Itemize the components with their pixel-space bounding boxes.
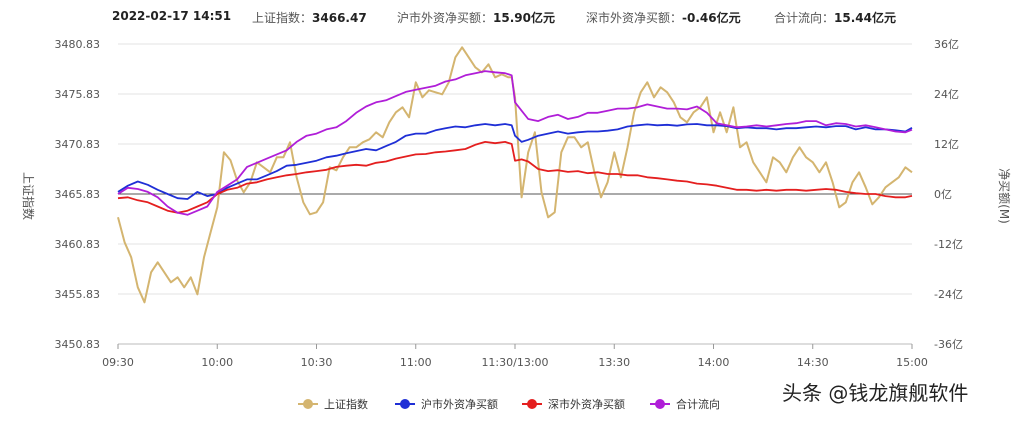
series-line-4 <box>117 70 913 216</box>
sh-index-label: 上证指数： <box>252 11 313 25</box>
series-line-1 <box>117 46 913 304</box>
watermark-text: 头条 @钱龙旗舰软件 <box>782 381 969 405</box>
x-tick-label: 10:30 <box>301 356 333 369</box>
right-tick-label: -12亿 <box>934 238 963 251</box>
x-tick-label: 11:30/13:00 <box>481 356 548 369</box>
legend-dot-marker[interactable] <box>527 399 537 409</box>
left-tick-label: 3450.83 <box>55 338 101 351</box>
series-layer <box>117 46 913 304</box>
shen-net-buy-readout: 深市外资净买额：-0.46亿元 <box>586 9 741 26</box>
right-axis-ticks: 36亿 24亿 12亿 0亿 -12亿 -24亿 -36亿 <box>934 38 963 351</box>
right-axis-title: 净买额(M) <box>997 168 1011 224</box>
x-tick-label: 10:00 <box>201 356 233 369</box>
legend-label[interactable]: 上证指数 <box>324 397 368 411</box>
x-tick-label: 15:00 <box>896 356 928 369</box>
left-tick-label: 3480.83 <box>55 38 101 51</box>
datetime-value: 2022-02-17 14:51 <box>112 9 232 23</box>
right-tick-label: 36亿 <box>934 38 959 51</box>
right-tick-label: -24亿 <box>934 288 963 301</box>
x-tick-label: 09:30 <box>102 356 134 369</box>
datetime-stamp: 2022-02-17 14:51 <box>112 9 231 23</box>
legend-dot-marker[interactable] <box>303 399 313 409</box>
x-tick-label: 14:30 <box>797 356 829 369</box>
hu-net-buy-label: 沪市外资净买额： <box>397 11 494 25</box>
sh-index-readout: 上证指数：3466.47 <box>252 9 367 26</box>
left-tick-label: 3460.83 <box>55 238 101 251</box>
total-flow-label: 合计流向： <box>774 11 835 25</box>
hu-net-buy-readout: 沪市外资净买额：15.90亿元 <box>397 9 555 26</box>
left-axis-ticks: 3480.83 3475.83 3470.83 3465.83 3460.83 3455.… <box>55 38 101 351</box>
right-tick-label: 12亿 <box>934 138 959 151</box>
hu-net-buy-value: 15.90亿元 <box>493 11 555 25</box>
info-header: 2022-02-17 14:51 上证指数：3466.47 沪市外资净买额：15… <box>0 0 1035 34</box>
grid-lines <box>118 43 912 345</box>
left-tick-label: 3465.83 <box>55 188 101 201</box>
left-axis-title: 上证指数 <box>21 172 36 220</box>
series-line-3 <box>117 140 913 214</box>
legend-label[interactable]: 沪市外资净买额 <box>421 397 498 411</box>
x-tick-label: 14:00 <box>698 356 730 369</box>
sh-index-value: 3466.47 <box>312 11 367 25</box>
total-flow-value: 15.44亿元 <box>834 11 896 25</box>
right-tick-label: 0亿 <box>934 188 952 201</box>
series-line-2 <box>117 123 913 200</box>
left-tick-label: 3455.83 <box>55 288 101 301</box>
left-tick-label: 3475.83 <box>55 88 101 101</box>
left-tick-label: 3470.83 <box>55 138 101 151</box>
x-tick-label: 11:00 <box>400 356 432 369</box>
legend-dot-marker[interactable] <box>655 399 665 409</box>
x-tick-label: 13:30 <box>598 356 630 369</box>
chart-legend: 上证指数 沪市外资净买额 深市外资净买额 合计流向 <box>298 397 720 411</box>
x-axis-ticks: 09:30 10:00 10:30 11:00 11:30/13:00 13:30 14:0… <box>102 344 928 369</box>
right-tick-label: 24亿 <box>934 88 959 101</box>
legend-label[interactable]: 合计流向 <box>676 397 720 411</box>
right-tick-label: -36亿 <box>934 338 963 351</box>
shen-net-buy-value: -0.46亿元 <box>682 11 741 25</box>
legend-dot-marker[interactable] <box>400 399 410 409</box>
shen-net-buy-label: 深市外资净买额： <box>586 11 683 25</box>
legend-label[interactable]: 深市外资净买额 <box>548 397 625 411</box>
total-flow-readout: 合计流向：15.44亿元 <box>774 9 896 26</box>
